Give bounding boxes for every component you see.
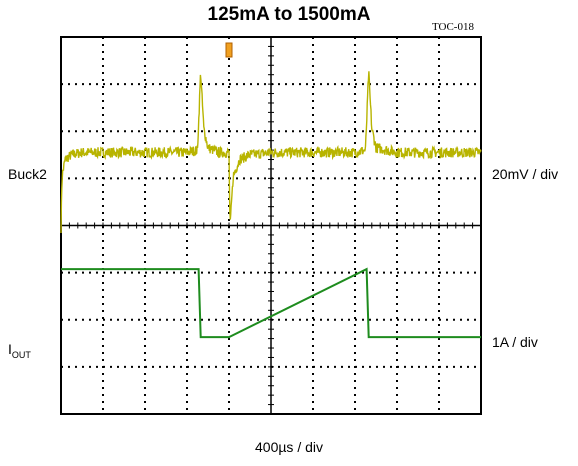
chart-title: 125mA to 1500mA — [207, 4, 371, 25]
iout-scale-label: 1A / div — [492, 334, 538, 350]
iout-channel-label: IOUT — [8, 341, 31, 360]
trigger-marker — [225, 42, 233, 58]
x-axis-label: 400µs / div — [255, 439, 323, 455]
buck2-trace — [60, 71, 482, 234]
figure-tag: TOC-018 — [432, 21, 474, 33]
iout-trace — [61, 267, 481, 339]
buck2-scale-label: 20mV / div — [492, 166, 559, 182]
buck2-channel-label: Buck2 — [8, 166, 47, 182]
